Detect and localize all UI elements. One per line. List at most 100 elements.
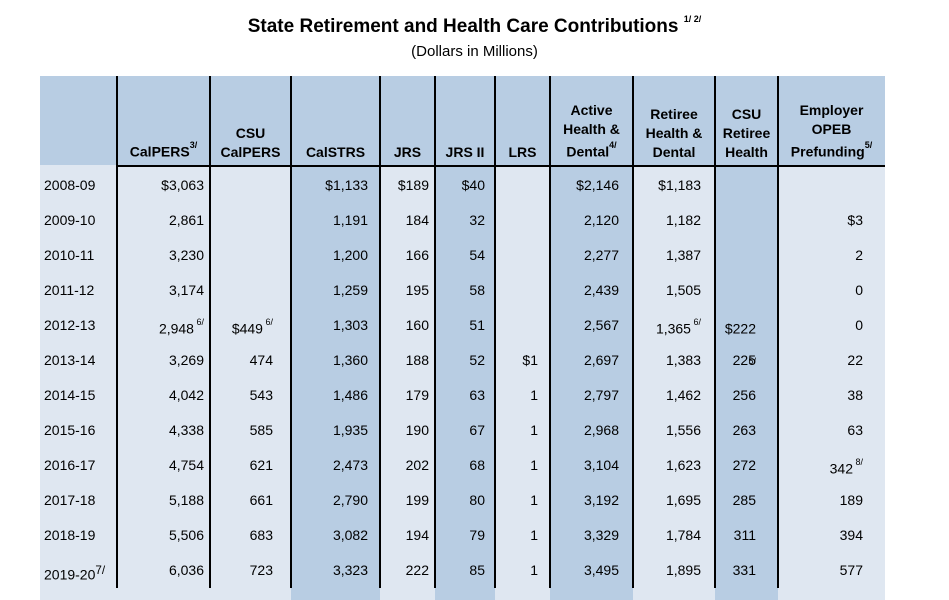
row-year-text: 2016-17 [44,457,96,473]
table-cell: 22 [778,343,863,378]
table-cell: 1,505 [633,273,701,308]
cell-footnote: 6/ [748,355,756,366]
cell-value: 6,036 [168,562,204,578]
table-cell: 1,784 [633,518,701,553]
table-cell: 4,754 [117,448,204,483]
cell-value: 54 [469,247,485,263]
table-cell: $3 [778,203,863,238]
cell-value: 166 [405,247,429,263]
table-cell: 4,042 [117,378,204,413]
cell-value: 2,567 [583,317,619,333]
column-header-line: Health [725,144,768,160]
table-row: 2015-16 4,338 585 1,935 190 67 1 2,968 1,556 263 6… [40,413,885,448]
cell-value: 2,277 [583,247,619,263]
cell-value: 188 [405,352,429,368]
table-cell: 2,473 [291,448,368,483]
cell-value: 585 [249,422,273,438]
table-cell: 1,383 [633,343,701,378]
cell-value: $449 [231,320,263,337]
table-cell: 1 [495,553,538,588]
cell-value: 3,230 [168,247,204,263]
cell-value: 1,360 [332,352,368,368]
table-cell: 2 [778,238,863,273]
cell-value: 51 [469,317,485,333]
table-cell [210,203,273,238]
table-cell: 179 [380,378,429,413]
cell-value: 179 [405,387,429,403]
table-cell [495,203,538,238]
cell-value: $189 [397,177,429,193]
table-cell: 474 [210,343,273,378]
table-cell: 1,303 [291,308,368,343]
cell-value: 1,303 [332,317,368,333]
column-divider [209,76,211,588]
table-cell: 6,036 [117,553,204,588]
table-cell: 194 [380,518,429,553]
cell-value: 5,506 [168,527,204,543]
column-header-line: CalPERS [220,144,281,160]
table-cell: 285 [715,483,756,518]
cell-value: 285 [732,492,756,508]
cell-value: 63 [469,387,485,403]
table-cell [210,273,273,308]
row-year-text: 2015-16 [44,422,96,438]
table-cell: 2,277 [550,238,619,273]
row-year-text: 2008-09 [44,177,96,193]
cell-footnote: 8/ [852,457,863,467]
table-cell [715,168,756,203]
table-cell: 188 [380,343,429,378]
table-cell: 52 [435,343,485,378]
cell-value: 1 [530,562,538,578]
table-row: 2012-13 2,948 6/ $449 6/1,303 160 51 2,567 1,3… [40,308,885,366]
column-header: JRS [380,76,435,162]
cell-value: 1,935 [332,422,368,438]
cell-value: 1,695 [665,492,701,508]
row-year-text: 2012-13 [44,317,96,333]
row-year: 2014-15 [44,378,95,413]
cell-value: 190 [405,422,429,438]
cell-value: $222 [724,320,756,337]
cell-value: 1 [530,527,538,543]
table-cell: 3,192 [550,483,619,518]
column-header: CalSTRS [291,76,380,162]
table-cell: $40 [435,168,485,203]
table-cell [495,308,538,343]
table-cell: 1,200 [291,238,368,273]
cell-value: 2,473 [332,457,368,473]
table-row: 2018-19 5,506 683 3,082 194 79 1 3,329 1,784 311 3… [40,518,885,553]
cell-value: 202 [405,457,429,473]
row-year: 2018-19 [44,518,95,553]
table-cell: $1 [495,343,538,378]
cell-value: $1 [522,352,538,368]
cell-value: 3,192 [583,492,619,508]
column-header-line: CalPERS3/ [129,140,198,160]
cell-value: 2,948 [158,320,194,337]
column-divider [632,76,634,588]
contributions-table: CalPERS3/CSU CalPERS CalSTRS JRS JRS II LRS Ac… [40,76,885,600]
table-cell: 0 [778,308,863,343]
column-header-line: Retiree [650,106,698,122]
table-row: 2013-14 3,269 474 1,360 188 52 $1 2,697 1,383 225… [40,343,885,378]
cell-value: 2,968 [583,422,619,438]
table-cell: 160 [380,308,429,343]
row-year: 2012-13 [44,308,95,343]
table-cell: 331 [715,553,756,588]
table-cell: 184 [380,203,429,238]
row-year: 2011-12 [44,273,94,308]
row-year-footnote: 7/ [95,564,106,577]
table-cell: $449 6/ [210,308,273,343]
table-cell: 85 [435,553,485,588]
table-cell: 3,082 [291,518,368,553]
table-cell: 5,188 [117,483,204,518]
cell-value: 2,790 [332,492,368,508]
table-cell: 1,623 [633,448,701,483]
table-cell [210,168,273,203]
table-cell: 1 [495,483,538,518]
table-cell: 38 [778,378,863,413]
cell-value: $2,146 [576,177,619,193]
column-header-line: Dental4/ [566,140,617,160]
row-year-text: 2018-19 [44,527,96,543]
cell-value: $3 [847,212,863,228]
table-cell: 63 [435,378,485,413]
column-header-line: CSU [731,106,762,122]
